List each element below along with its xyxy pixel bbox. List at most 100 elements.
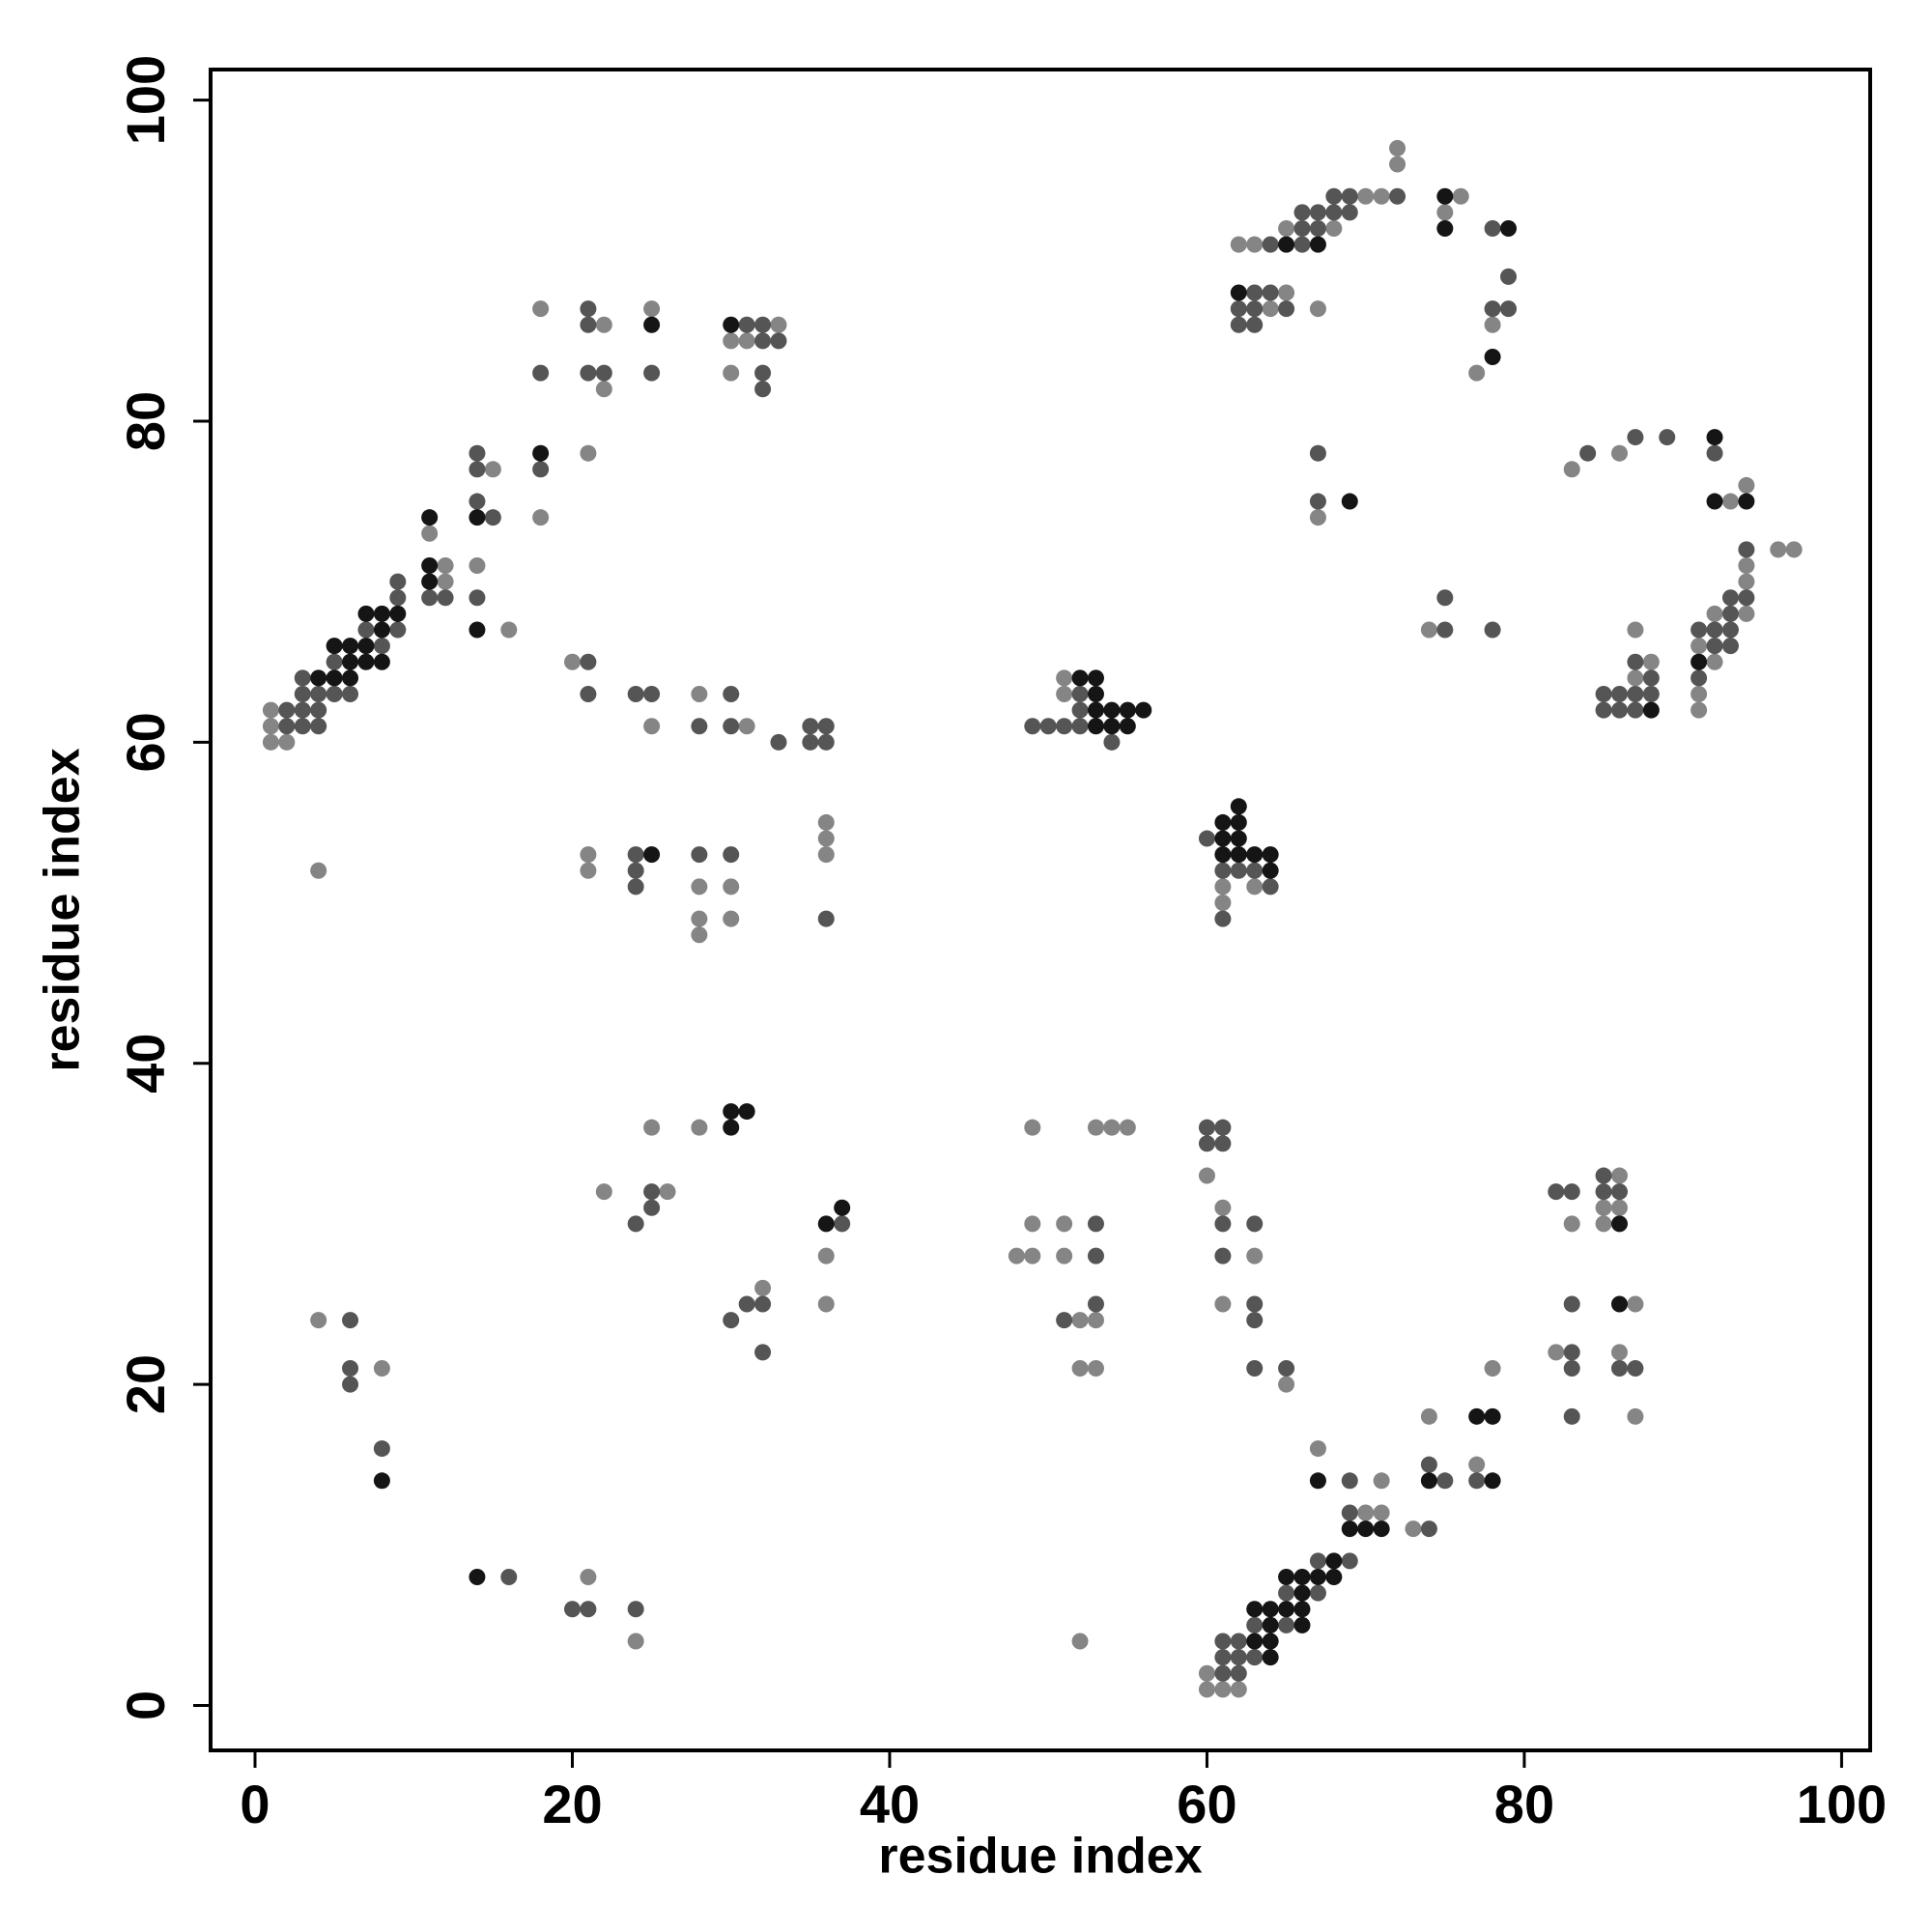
point: [1293, 1616, 1311, 1634]
point: [580, 1569, 597, 1586]
point: [1119, 1119, 1136, 1136]
point: [1198, 1119, 1215, 1136]
point: [1436, 1472, 1454, 1490]
plot-frame: [209, 68, 1872, 1752]
point: [802, 733, 819, 751]
point: [500, 1569, 518, 1586]
point: [1103, 701, 1121, 719]
point: [1008, 1247, 1025, 1264]
point: [310, 701, 327, 719]
point: [1056, 1215, 1073, 1233]
point: [723, 718, 740, 735]
point: [1721, 638, 1739, 655]
point: [469, 493, 486, 510]
point: [1246, 1247, 1264, 1264]
point: [1690, 701, 1708, 719]
point: [1690, 621, 1708, 639]
point: [310, 718, 327, 735]
point: [691, 910, 708, 927]
point: [643, 1119, 661, 1136]
point: [262, 718, 279, 735]
point: [1706, 444, 1723, 462]
point: [1056, 1247, 1073, 1264]
point: [1357, 1520, 1375, 1538]
point: [421, 509, 439, 526]
point: [723, 1103, 740, 1121]
point: [1610, 1359, 1628, 1377]
point: [723, 1119, 740, 1136]
point: [1087, 669, 1104, 687]
point: [1420, 1407, 1437, 1425]
point: [1642, 653, 1660, 670]
point: [1071, 669, 1089, 687]
point: [1627, 1295, 1644, 1313]
point: [1103, 733, 1121, 751]
point: [595, 316, 612, 333]
point: [1595, 1167, 1612, 1184]
y-axis-label: residue index: [35, 748, 91, 1071]
point: [1230, 830, 1247, 847]
point: [723, 846, 740, 864]
point: [1770, 541, 1787, 558]
point: [1373, 187, 1390, 205]
point: [1198, 1135, 1215, 1152]
x-tick-label: 60: [1177, 1774, 1236, 1834]
point: [437, 557, 454, 575]
point: [1087, 718, 1104, 735]
point: [580, 364, 597, 382]
point: [1278, 284, 1295, 301]
point: [1610, 1215, 1628, 1233]
point: [1214, 1215, 1232, 1233]
point: [723, 316, 740, 333]
y-tick-label: 20: [115, 1354, 176, 1414]
point: [754, 316, 772, 333]
point: [1610, 1295, 1628, 1313]
point: [580, 300, 597, 318]
point: [342, 1359, 359, 1377]
point: [1309, 1440, 1326, 1458]
point: [643, 718, 661, 735]
point: [627, 1215, 644, 1233]
point: [389, 605, 407, 622]
point: [1484, 220, 1501, 238]
point: [389, 621, 407, 639]
point: [817, 733, 835, 751]
point: [1484, 1359, 1501, 1377]
point: [738, 1295, 755, 1313]
point: [1563, 1215, 1580, 1233]
point: [1500, 268, 1518, 285]
point: [643, 846, 661, 864]
point: [1119, 718, 1136, 735]
point: [817, 846, 835, 864]
point: [834, 1199, 851, 1216]
point: [1198, 1681, 1215, 1698]
point: [389, 573, 407, 590]
point: [1135, 701, 1152, 719]
point: [802, 718, 819, 735]
point: [1071, 1312, 1089, 1329]
point: [1278, 220, 1295, 238]
point: [754, 332, 772, 350]
point: [754, 381, 772, 398]
point: [1071, 685, 1089, 702]
point: [278, 733, 296, 751]
point: [1721, 493, 1739, 510]
point: [1436, 621, 1454, 639]
point: [1309, 1552, 1326, 1570]
point: [1246, 878, 1264, 895]
point: [1341, 1504, 1358, 1521]
point: [1214, 1649, 1232, 1666]
point: [1405, 1520, 1422, 1538]
point: [1230, 1664, 1247, 1682]
point: [580, 846, 597, 864]
point: [1690, 638, 1708, 655]
point: [643, 364, 661, 382]
x-tick-label: 0: [240, 1774, 270, 1834]
point: [532, 300, 550, 318]
point: [1563, 1295, 1580, 1313]
point: [1214, 1119, 1232, 1136]
point: [1214, 862, 1232, 879]
point: [1468, 1472, 1486, 1490]
point: [1690, 653, 1708, 670]
point: [1595, 1183, 1612, 1201]
